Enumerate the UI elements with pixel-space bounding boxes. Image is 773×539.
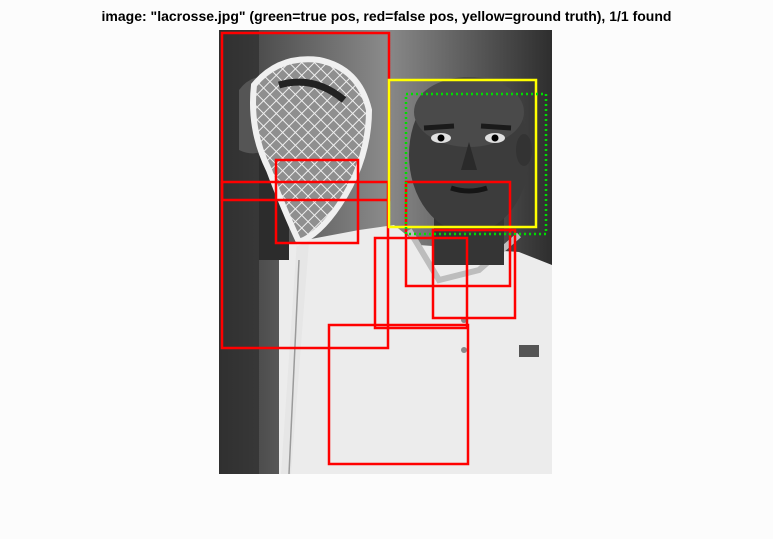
person-mouth [450,185,488,194]
person-left-pupil [437,134,445,142]
false-pos-box [431,228,517,320]
person-forehead [414,77,524,147]
lacrosse-stick-head-icon [250,56,373,246]
person-ear [516,134,532,166]
false-pos-box [373,236,469,330]
shirt-logo [519,345,539,357]
false-pos-box [327,323,470,466]
true-pos-box [404,92,548,236]
person-nose [461,142,477,170]
image-canvas [219,30,552,474]
figure-title: image: "lacrosse.jpg" (green=true pos, r… [101,8,672,24]
shirt-button-2 [461,347,467,353]
handle-shade [288,259,300,474]
ground-truth-box [387,78,538,229]
false-pos-box [274,158,360,245]
person-right-pupil [491,134,499,142]
false-pos-box [220,180,390,350]
stick-head-rim [278,78,347,103]
person-brow [423,123,512,131]
image-axes [219,30,552,474]
